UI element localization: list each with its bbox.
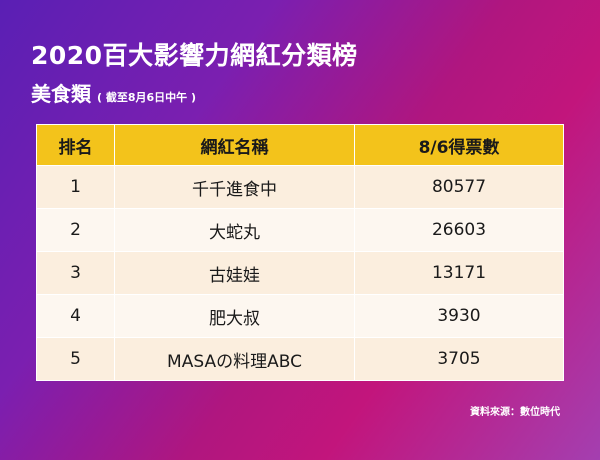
rank-cell: 2 (36, 208, 115, 252)
table-row: 5 MASAの料理ABC 3705 (36, 337, 564, 381)
votes-cell: 13171 (354, 251, 564, 295)
votes-cell: 3705 (354, 337, 564, 381)
name-cell: MASAの料理ABC (114, 337, 355, 381)
name-cell: 千千進食中 (114, 165, 355, 209)
votes-cell: 3930 (354, 294, 564, 338)
column-header-rank: 排名 (36, 124, 115, 166)
name-cell: 大蛇丸 (114, 208, 355, 252)
table-row: 2 大蛇丸 26603 (36, 208, 564, 252)
table-row: 3 古娃娃 13171 (36, 251, 564, 295)
date-note: ( 截至8月6日中午 ) (97, 91, 197, 104)
votes-cell: 80577 (354, 165, 564, 209)
table-row: 4 肥大叔 3930 (36, 294, 564, 338)
rank-cell: 1 (36, 165, 115, 209)
table-row: 1 千千進食中 80577 (36, 165, 564, 209)
votes-cell: 26603 (354, 208, 564, 252)
rank-cell: 4 (36, 294, 115, 338)
category-label: 美食類 (31, 82, 91, 106)
category-subtitle: 美食類 ( 截至8月6日中午 ) (31, 78, 196, 107)
table-header-row: 排名 網紅名稱 8/6得票數 (36, 124, 564, 166)
ranking-table: 排名 網紅名稱 8/6得票數 1 千千進食中 80577 2 大蛇丸 26603… (36, 124, 564, 381)
name-cell: 肥大叔 (114, 294, 355, 338)
page-title: 2020百大影響力網紅分類榜 (31, 41, 358, 70)
name-cell: 古娃娃 (114, 251, 355, 295)
rank-cell: 3 (36, 251, 115, 295)
column-header-name: 網紅名稱 (114, 124, 355, 166)
source-credit: 資料來源：數位時代 (470, 407, 560, 418)
column-header-votes: 8/6得票數 (354, 124, 564, 166)
rank-cell: 5 (36, 337, 115, 381)
